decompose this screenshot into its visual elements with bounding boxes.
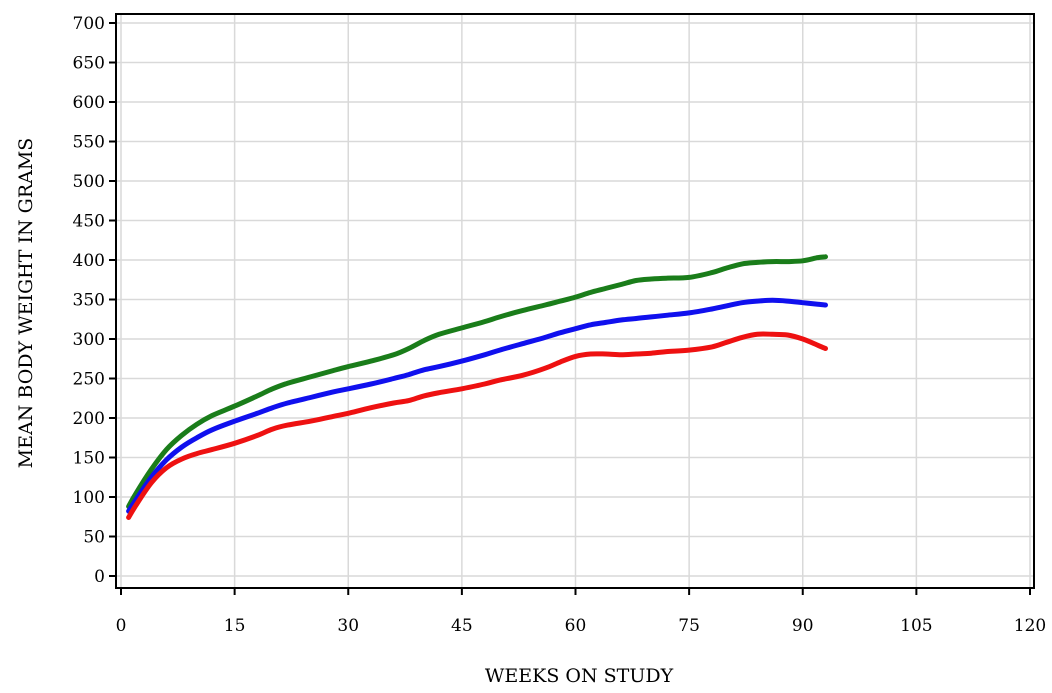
- x-tick-label: 90: [792, 616, 814, 636]
- x-tick-label: 0: [116, 616, 127, 636]
- axis-ticks: 0501001502002503003504004505005506006507…: [73, 14, 1047, 636]
- y-tick-label: 150: [73, 449, 105, 469]
- y-axis-title: MEAN BODY WEIGHT IN GRAMS: [15, 138, 37, 469]
- x-tick-label: 105: [900, 616, 932, 636]
- y-tick-label: 100: [73, 488, 105, 508]
- y-tick-label: 700: [73, 14, 105, 34]
- x-tick-label: 75: [678, 616, 700, 636]
- grid: [116, 14, 1034, 588]
- y-tick-label: 300: [73, 330, 105, 350]
- y-tick-label: 250: [73, 370, 105, 390]
- x-tick-label: 45: [451, 616, 473, 636]
- y-tick-label: 50: [83, 528, 105, 548]
- y-tick-label: 350: [73, 291, 105, 311]
- y-tick-label: 200: [73, 409, 105, 429]
- y-tick-label: 450: [73, 212, 105, 232]
- y-tick-label: 600: [73, 93, 105, 113]
- x-tick-label: 120: [1014, 616, 1046, 636]
- x-axis-title: WEEKS ON STUDY: [485, 665, 674, 687]
- y-tick-label: 550: [73, 133, 105, 153]
- y-tick-label: 0: [94, 567, 105, 587]
- series-line: [126, 331, 828, 520]
- series-lines: [126, 254, 828, 520]
- series-line: [126, 254, 828, 509]
- y-tick-label: 500: [73, 172, 105, 192]
- x-tick-label: 15: [224, 616, 246, 636]
- x-tick-label: 60: [565, 616, 587, 636]
- y-tick-label: 650: [73, 54, 105, 74]
- y-tick-label: 400: [73, 251, 105, 271]
- series-line: [126, 297, 828, 514]
- x-tick-label: 30: [337, 616, 359, 636]
